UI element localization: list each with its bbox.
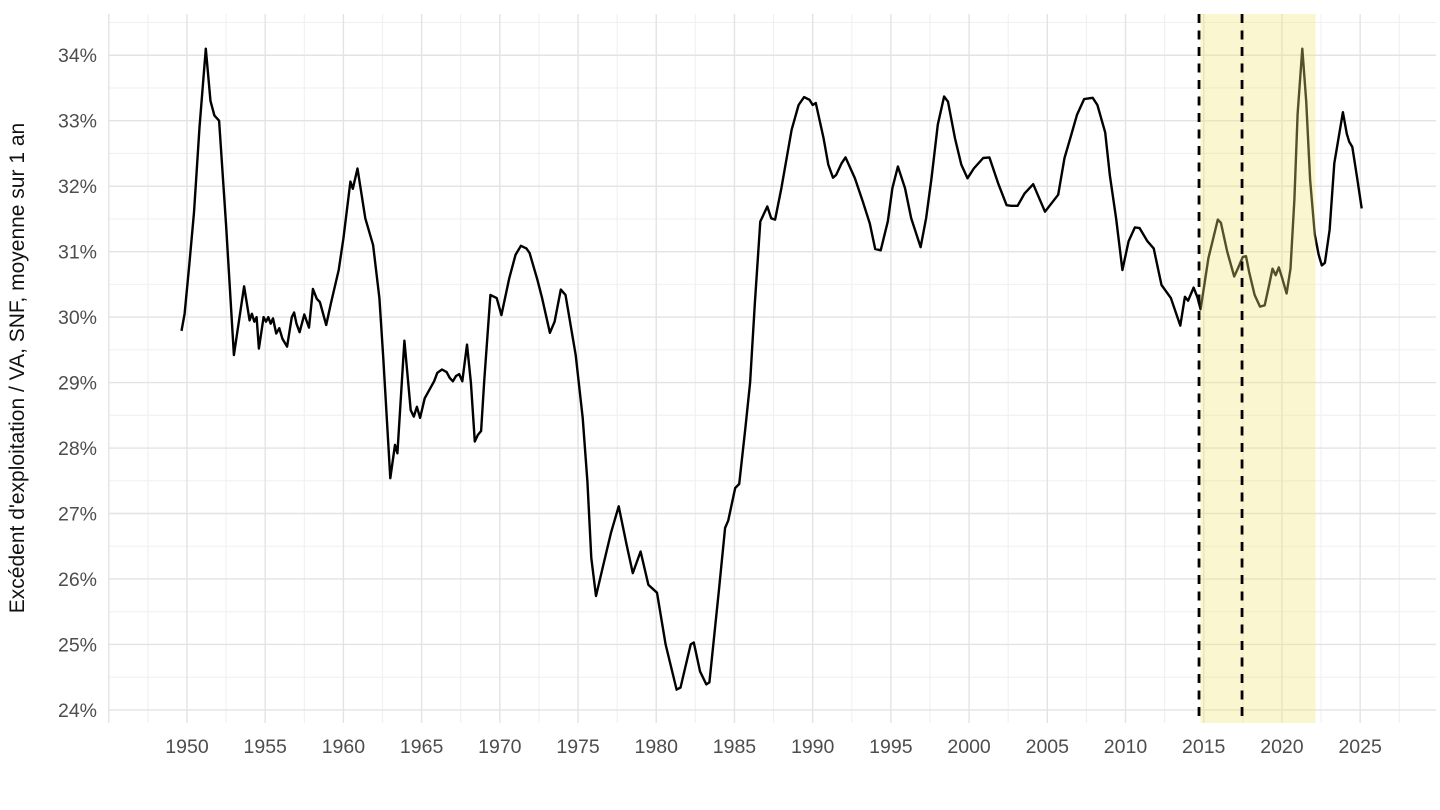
y-tick-label: 32%: [58, 176, 97, 198]
y-tick-label: 31%: [58, 242, 97, 264]
x-tick-label: 2015: [1182, 736, 1226, 758]
highlight-band: [1200, 14, 1316, 723]
x-tick-label: 2005: [1026, 736, 1070, 758]
x-tick-label: 1985: [713, 736, 757, 758]
x-tick-label: 1965: [400, 736, 444, 758]
x-tick-label: 2000: [947, 736, 991, 758]
y-tick-label: 26%: [58, 569, 97, 591]
y-tick-label: 30%: [58, 307, 97, 329]
x-tick-label: 1955: [244, 736, 288, 758]
y-tick-label: 27%: [58, 504, 97, 526]
y-tick-label: 28%: [58, 438, 97, 460]
x-tick-label: 1950: [165, 736, 209, 758]
dashed-vlines: [1197, 14, 1244, 723]
x-tick-label: 1995: [869, 736, 913, 758]
y-tick-label: 33%: [58, 111, 97, 133]
x-tick-label: 1980: [635, 736, 679, 758]
x-tick-label: 2025: [1338, 736, 1382, 758]
x-tick-label: 2010: [1104, 736, 1148, 758]
x-tick-label: 2020: [1260, 736, 1304, 758]
series-line: [180, 47, 1363, 691]
y-axis-title: Excédent d'exploitation / VA, SNF, moyen…: [6, 123, 29, 613]
x-axis-tick-labels: 1950 1955 1960 1965 1970 1975 1980 1985 1990 1995…: [165, 736, 1382, 758]
x-tick-label: 1975: [556, 736, 600, 758]
y-tick-label: 34%: [58, 45, 97, 67]
grid-major-lines: [108, 14, 1436, 723]
x-tick-label: 1970: [478, 736, 522, 758]
y-tick-label: 29%: [58, 373, 97, 395]
y-tick-label: 25%: [58, 634, 97, 656]
x-tick-label: 1990: [791, 736, 835, 758]
y-axis-tick-labels: 24% 25% 26% 27% 28% 29% 30% 31% 32% 33% 34%: [58, 45, 97, 722]
x-tick-label: 1960: [322, 736, 366, 758]
y-tick-label: 24%: [58, 700, 97, 722]
